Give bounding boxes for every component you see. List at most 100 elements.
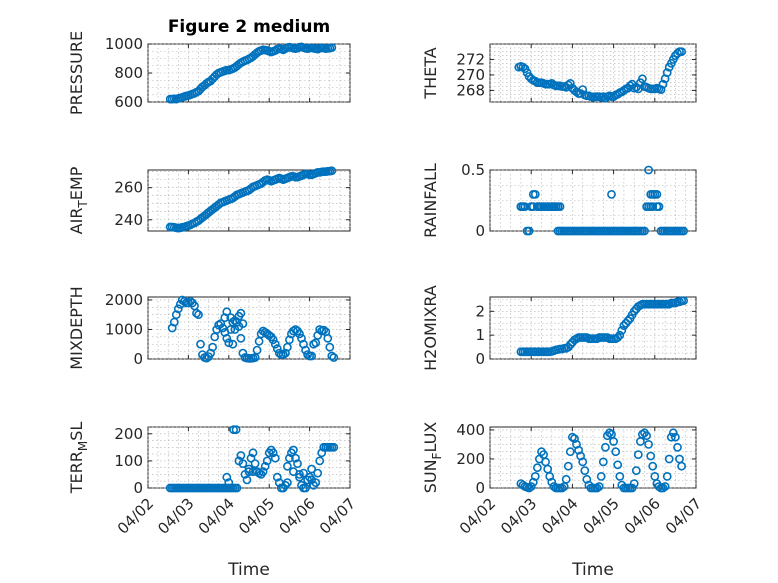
data-point: [288, 467, 298, 477]
x-tick-label: 04/04: [538, 494, 581, 537]
axis-frame: [147, 426, 351, 489]
data-point: [530, 471, 540, 481]
data-point: [662, 68, 672, 77]
data-point: [284, 453, 294, 463]
data-point: [668, 428, 678, 438]
data-point: [633, 450, 643, 459]
data-point: [596, 471, 606, 481]
data-point: [609, 437, 618, 446]
gridlines: [147, 43, 351, 103]
data-point: [216, 319, 226, 328]
x-tick-label: 04/06: [621, 494, 664, 537]
y-tick-label: 200: [456, 450, 485, 468]
y-tick-label: 0: [475, 222, 485, 240]
data-point: [535, 202, 544, 211]
data-point: [631, 466, 641, 475]
y-tick-label: 240: [114, 211, 143, 229]
data-point: [528, 202, 538, 211]
data-point: [192, 308, 201, 318]
axis-frame: [489, 426, 697, 489]
data-point: [313, 468, 323, 478]
data-point: [549, 482, 559, 491]
data-point: [555, 202, 565, 211]
data-point: [673, 442, 682, 452]
figure-title: Figure 2 medium: [168, 17, 330, 37]
panel-5: 0 1000 2000 MIXDEPTH: [67, 286, 351, 370]
data-point: [648, 202, 658, 211]
data-point: [543, 202, 553, 211]
y-axis-label: AIRTEMP: [67, 166, 90, 234]
data-point: [299, 468, 308, 478]
data-point: [327, 166, 337, 176]
data-point: [307, 464, 316, 474]
series-markers: [516, 428, 686, 493]
data-point: [677, 47, 686, 57]
data-point: [578, 457, 588, 467]
series-markers: [516, 165, 688, 236]
data-point: [268, 335, 278, 345]
y-tick-label: 0: [133, 479, 143, 497]
data-point: [272, 472, 282, 482]
data-point: [248, 467, 258, 477]
data-point: [613, 333, 623, 342]
data-point: [268, 448, 278, 458]
data-point: [671, 432, 680, 442]
x-tick-label: 04/06: [275, 494, 318, 537]
y-tick-label: 2000: [105, 291, 143, 309]
series-markers: [165, 42, 337, 104]
data-point: [222, 472, 232, 482]
data-point: [246, 453, 256, 463]
data-point: [218, 323, 228, 333]
data-point: [230, 325, 240, 334]
data-point: [623, 316, 633, 326]
y-tick-label: 0: [475, 350, 485, 368]
data-point: [295, 329, 304, 339]
y-tick-label: 1000: [105, 320, 143, 338]
y-tick-label: 400: [456, 421, 485, 439]
data-point: [658, 79, 668, 89]
data-point: [329, 442, 339, 452]
x-tick-label: 04/05: [579, 494, 622, 537]
data-point: [666, 432, 676, 442]
y-tick-label: 800: [114, 64, 143, 82]
y-tick-label: 0.5: [461, 161, 485, 179]
data-point: [654, 202, 664, 211]
y-tick-label: 100: [114, 452, 143, 470]
data-point: [208, 342, 217, 352]
data-point: [270, 453, 280, 463]
data-point: [179, 296, 189, 306]
y-tick-label: 1: [475, 326, 485, 344]
data-point: [317, 448, 327, 458]
data-point: [598, 457, 608, 467]
data-point: [228, 339, 238, 349]
data-point: [605, 428, 614, 438]
data-point: [231, 425, 241, 435]
series-markers: [165, 166, 337, 233]
y-tick-label: 260: [114, 179, 143, 197]
data-point: [270, 339, 280, 349]
data-point: [613, 460, 623, 470]
data-point: [244, 467, 254, 477]
data-point: [640, 226, 649, 236]
x-tick-label: 04/07: [316, 494, 359, 537]
data-point: [232, 483, 242, 493]
data-point: [274, 348, 284, 358]
data-point: [262, 456, 272, 466]
data-point: [222, 333, 232, 343]
x-tick-label: 04/02: [456, 494, 499, 537]
x-tick-label: 04/07: [662, 494, 705, 537]
data-point: [288, 445, 298, 455]
data-point: [315, 456, 325, 466]
y-tick-label: 200: [114, 425, 143, 443]
data-point: [530, 189, 540, 199]
data-point: [236, 451, 246, 460]
data-point: [327, 43, 337, 52]
data-point: [293, 459, 302, 468]
data-point: [611, 447, 621, 457]
x-axis-label: Time: [571, 560, 614, 580]
data-point: [311, 478, 321, 487]
data-point: [323, 333, 333, 343]
data-point: [212, 325, 222, 334]
data-point: [325, 342, 335, 352]
x-axis-label: Time: [227, 560, 270, 580]
